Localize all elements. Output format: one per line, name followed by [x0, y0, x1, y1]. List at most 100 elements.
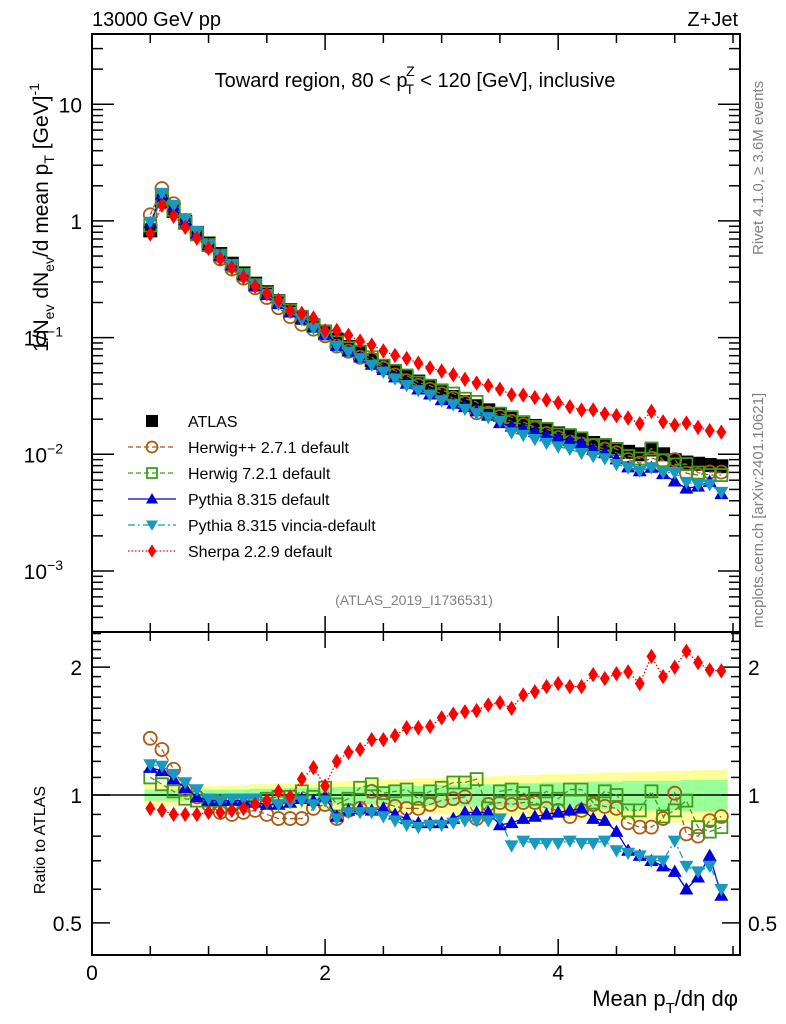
- x-axis-label: Mean pT/dη dφ: [592, 986, 738, 1017]
- ratio-point-vincia: [679, 860, 694, 874]
- data-point-vincia: [656, 467, 671, 480]
- ratio-point-herwig7: [586, 795, 601, 810]
- data-point-vincia: [562, 443, 577, 457]
- ratio-point-pythia: [702, 848, 717, 861]
- ratio-point-sherpa: [296, 771, 307, 787]
- data-point-vincia: [702, 479, 717, 492]
- y-tick-label: 10: [59, 94, 82, 117]
- data-point-vincia: [388, 373, 403, 386]
- ratio-point-herwigpp: [632, 819, 648, 835]
- data-point-vincia: [621, 462, 636, 475]
- data-point-vincia: [492, 415, 507, 429]
- ylabel-part: dN: [30, 272, 53, 305]
- ratio-point-sherpa: [681, 643, 692, 659]
- ratio-point-vincia: [411, 821, 426, 835]
- ratio-point-herwigpp: [271, 811, 286, 826]
- ratio-point-sherpa: [413, 720, 424, 736]
- data-point-vincia: [446, 399, 461, 412]
- ratio-point-vincia: [271, 799, 286, 812]
- data-point-sherpa: [693, 419, 703, 436]
- data-point-sherpa: [203, 240, 214, 257]
- data-point-vincia: [644, 462, 659, 475]
- data-point-atlas: [621, 444, 636, 459]
- ratio-point-sherpa: [390, 727, 400, 744]
- ylabel-sup: -1: [26, 83, 42, 96]
- data-point-sherpa: [716, 424, 727, 440]
- data-point-sherpa: [553, 395, 564, 411]
- ratio-point-herwig7: [644, 784, 659, 799]
- data-point-sherpa: [413, 355, 424, 371]
- ratio-point-sherpa: [506, 700, 517, 717]
- ratio-point-sherpa: [425, 718, 435, 735]
- ratio-y-tick-label-right: 0.5: [748, 913, 777, 936]
- data-point-sherpa: [483, 377, 494, 394]
- data-point-sherpa: [215, 251, 226, 267]
- main-plot-frame: [91, 33, 741, 633]
- data-point-sherpa: [495, 381, 505, 397]
- ratio-point-vincia: [446, 817, 461, 830]
- data-point-sherpa: [250, 278, 261, 294]
- data-point-vincia: [714, 486, 729, 500]
- ratio-point-vincia: [294, 795, 309, 808]
- ratio-point-sherpa: [180, 806, 191, 823]
- ratio-point-vincia: [551, 837, 566, 851]
- y-tick-label: 10−3: [24, 557, 64, 584]
- y-tick-label: 10−2: [24, 440, 64, 467]
- plot-title-pre: Toward region, 80 < p: [215, 70, 408, 92]
- data-point-sherpa: [168, 208, 179, 224]
- legend-label-pythia: Pythia 8.315 default: [188, 492, 330, 509]
- legend-label-herwig7: Herwig 7.2.1 default: [188, 466, 331, 483]
- y-tick-label-base: 1: [70, 211, 82, 234]
- ylabel-part: /d mean p: [30, 164, 53, 257]
- legend-marker-herwigpp: [145, 440, 159, 454]
- data-point-sherpa: [646, 403, 657, 420]
- ratio-point-vincia: [376, 811, 391, 824]
- series-line-herwigpp: [149, 187, 722, 476]
- data-point-vincia: [422, 389, 437, 402]
- ratio-point-herwig7: [679, 793, 694, 808]
- ratio-point-vincia: [504, 840, 519, 853]
- ratio-point-sherpa: [716, 663, 727, 679]
- data-point-vincia: [504, 427, 519, 440]
- data-point-sherpa: [669, 417, 680, 433]
- data-point-herwig7: [714, 468, 729, 482]
- legend-marker-vincia: [146, 520, 158, 531]
- legend-item-herwig7: Herwig 7.2.1 default: [128, 466, 331, 483]
- ratio-point-vincia: [597, 835, 612, 848]
- data-point-vincia: [609, 459, 624, 472]
- ratio-line-sherpa: [150, 650, 722, 816]
- ratio-point-pythia: [667, 864, 682, 877]
- ratio-point-herwigpp: [713, 809, 729, 824]
- data-point-sherpa: [506, 387, 517, 403]
- ratio-point-sherpa: [646, 648, 657, 665]
- legend-marker-pythia: [146, 493, 158, 504]
- ratio-point-herwigpp: [282, 811, 298, 826]
- ratio-point-vincia: [189, 784, 204, 797]
- ratio-point-sherpa: [320, 778, 330, 794]
- ratio-point-herwigpp: [644, 819, 659, 835]
- series-atlas: [143, 194, 729, 474]
- data-point-sherpa: [261, 286, 272, 302]
- data-point-sherpa: [355, 333, 365, 349]
- ratio-point-pythia: [516, 811, 531, 824]
- ratio-point-sherpa: [623, 664, 634, 680]
- ratio-point-sherpa: [634, 675, 645, 692]
- data-point-sherpa: [576, 402, 587, 418]
- y-tick-label-base: 10: [24, 328, 47, 351]
- data-point-vincia: [527, 433, 542, 447]
- ratio-series-sherpa: [145, 643, 727, 823]
- data-point-pythia: [667, 474, 682, 487]
- plot-title-sup: Z: [406, 63, 415, 79]
- ratio-point-vincia: [691, 866, 706, 879]
- ratio-point-sherpa: [273, 783, 284, 800]
- ratio-point-sherpa: [588, 666, 599, 683]
- ratio-point-pythia: [457, 805, 472, 818]
- data-point-sherpa: [145, 226, 156, 242]
- data-point-vincia: [353, 353, 368, 366]
- ratio-point-herwig7: [364, 777, 379, 792]
- data-point-vincia: [306, 322, 321, 336]
- data-point-sherpa: [180, 219, 191, 235]
- ratio-point-herwig7: [539, 784, 554, 799]
- legend-item-pythia: Pythia 8.315 default: [128, 492, 330, 509]
- ratio-point-sherpa: [191, 806, 202, 823]
